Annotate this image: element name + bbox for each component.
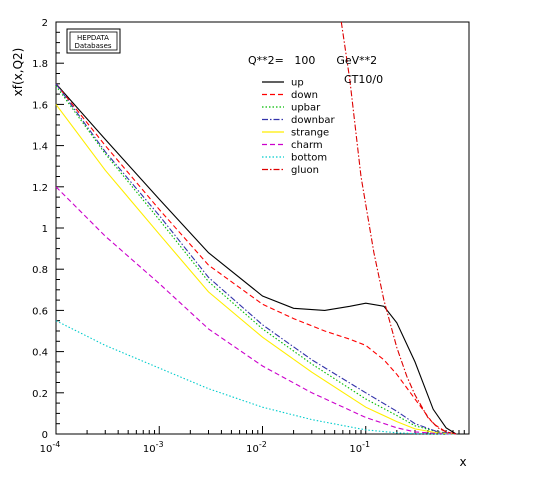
x-tick-label: 10-3 bbox=[143, 440, 164, 455]
series-line-upbar bbox=[55, 85, 457, 435]
y-tick-label: 0.8 bbox=[32, 265, 48, 276]
y-tick-label: 0.4 bbox=[32, 348, 48, 359]
y-tick-label: 1.4 bbox=[32, 142, 48, 153]
series-line-up bbox=[55, 83, 457, 435]
x-tick-label: 10-4 bbox=[40, 440, 61, 455]
legend-label-upbar: upbar bbox=[291, 103, 321, 114]
y-tick-label: 1.2 bbox=[32, 183, 48, 194]
series-layer bbox=[55, 21, 457, 435]
y-axis-label: xf(x,Q2) bbox=[11, 48, 25, 97]
series-line-down bbox=[55, 83, 457, 435]
plot-frame bbox=[55, 21, 470, 435]
pdf-set-annotation: CT10/0 bbox=[344, 73, 383, 86]
legend-label-charm: charm bbox=[291, 140, 323, 151]
axis-ticks: 0 0.2 0.4 0.6 0.8 1 1.2 1.4 1.6 1.8 2 10-4 10-3 10-2 1… bbox=[32, 18, 465, 455]
logo-line1: HEPDATA bbox=[77, 34, 109, 42]
legend-label-bottom: bottom bbox=[291, 153, 327, 164]
q2-annotation: Q**2= 100 GeV**2 bbox=[248, 54, 377, 67]
legend-label-up: up bbox=[291, 78, 304, 89]
x-axis-label: x bbox=[459, 455, 466, 469]
legend-label-gluon: gluon bbox=[291, 165, 319, 176]
plot-border bbox=[55, 21, 470, 435]
legend-label-downbar: downbar bbox=[291, 115, 335, 126]
y-tick-label: 2 bbox=[42, 18, 48, 29]
series-line-downbar bbox=[55, 83, 457, 435]
legend-label-down: down bbox=[291, 90, 318, 101]
legend-label-strange: strange bbox=[291, 128, 329, 139]
y-tick-label: 0.6 bbox=[32, 306, 48, 317]
y-tick-label: 0.2 bbox=[32, 389, 48, 400]
logo-line2: Databases bbox=[74, 42, 111, 50]
x-tick-label: 10-1 bbox=[349, 440, 370, 455]
y-tick-label: 1.6 bbox=[32, 100, 48, 111]
series-line-strange bbox=[55, 104, 457, 435]
y-tick-label: 0 bbox=[42, 430, 48, 441]
series-line-gluon bbox=[340, 21, 457, 435]
x-tick-label: 10-2 bbox=[246, 440, 267, 455]
y-tick-label: 1.8 bbox=[32, 59, 48, 70]
series-line-charm bbox=[55, 186, 457, 435]
series-line-bottom bbox=[55, 320, 457, 435]
y-tick-label: 1 bbox=[42, 224, 48, 235]
hepdata-logo: HEPDATA Databases bbox=[66, 28, 121, 54]
